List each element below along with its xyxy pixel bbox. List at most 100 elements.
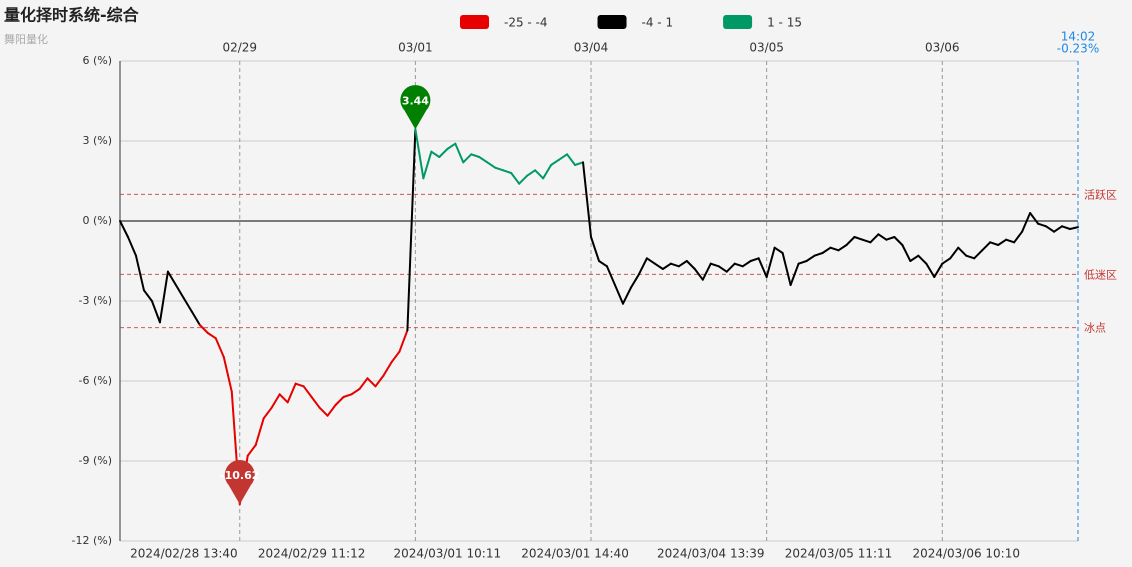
line-segment <box>350 388 361 396</box>
line-segment <box>326 404 337 417</box>
x-tick-label: 2024/03/04 13:39 <box>657 547 765 561</box>
line-segment <box>558 153 569 161</box>
line-segment <box>773 246 784 254</box>
line-segment <box>294 382 305 388</box>
line-segment <box>885 236 896 241</box>
line-segment <box>334 396 345 406</box>
line-segment <box>837 244 848 252</box>
line-segment <box>813 252 824 257</box>
line-segment <box>222 356 233 393</box>
line-segment <box>1013 230 1024 244</box>
line-segment <box>701 262 712 281</box>
line-segment <box>605 265 616 286</box>
line-segment <box>358 377 369 390</box>
line-segment <box>725 262 736 273</box>
line-segment <box>142 289 153 302</box>
line-segment <box>406 128 417 332</box>
line-segment <box>542 164 553 180</box>
line-segment <box>166 270 177 286</box>
line-segment <box>270 393 281 409</box>
line-segment <box>526 169 537 177</box>
line-segment <box>637 257 648 276</box>
line-segment <box>438 148 449 158</box>
line-segment <box>949 246 960 260</box>
y-tick-label: -9 (%) <box>79 454 113 467</box>
line-segment <box>590 236 600 262</box>
y-tick-label: 0 (%) <box>82 214 112 227</box>
line-segment <box>1029 212 1040 225</box>
line-segment <box>613 284 624 305</box>
x-tick-label: 2024/03/01 14:40 <box>521 547 629 561</box>
line-segment <box>566 153 577 166</box>
mark-pin-label: 3.44 <box>402 94 429 107</box>
line-segment <box>374 374 385 388</box>
last-time: 14:02 <box>1061 30 1096 44</box>
line-segment <box>1045 225 1056 233</box>
line-segment <box>1037 222 1048 228</box>
line-segment <box>669 262 680 268</box>
line-segment <box>933 262 944 278</box>
line-segment <box>645 257 656 265</box>
line-segment <box>214 337 225 358</box>
line-segment <box>550 158 561 166</box>
line-segment <box>877 233 888 241</box>
line-segment <box>150 300 161 324</box>
line-segment <box>318 406 329 417</box>
top-tick-label: 02/29 <box>222 41 257 55</box>
last-value: -0.23% <box>1057 42 1099 56</box>
line-segment <box>446 142 457 150</box>
line-segment <box>685 260 696 270</box>
mark-pin-label: -10.62 <box>220 469 259 482</box>
y-tick-label: 3 (%) <box>82 134 112 147</box>
line-segment <box>398 329 409 353</box>
line-segment <box>598 260 608 268</box>
x-tick-label: 2024/02/29 11:12 <box>258 547 366 561</box>
y-tick-label: -3 (%) <box>79 294 113 307</box>
line-segment <box>494 166 505 172</box>
line-segment <box>174 284 185 300</box>
line-segment <box>254 417 265 446</box>
line-segment <box>198 324 209 334</box>
line-segment <box>462 153 473 164</box>
line-segment <box>749 257 760 262</box>
line-segment <box>965 254 976 260</box>
line-segment <box>486 161 497 169</box>
y-tick-label: -12 (%) <box>72 534 113 547</box>
mark-pin <box>400 85 431 130</box>
line-segment <box>262 406 273 420</box>
line-segment <box>119 220 129 238</box>
line-segment <box>989 241 1000 246</box>
legend-swatch <box>723 15 753 29</box>
line-segment <box>869 233 880 244</box>
top-tick-label: 03/04 <box>574 41 609 55</box>
line-segment <box>382 361 393 377</box>
y-tick-label: 6 (%) <box>82 54 112 67</box>
line-segment <box>821 246 832 254</box>
line-segment <box>781 252 792 286</box>
line-segment <box>797 260 808 265</box>
line-segment <box>1061 225 1072 230</box>
line-segment <box>805 254 816 262</box>
line-segment <box>909 254 920 262</box>
top-tick-label: 03/05 <box>749 41 784 55</box>
top-tick-label: 03/06 <box>925 41 960 55</box>
line-segment <box>741 260 752 268</box>
line-segment <box>502 169 513 174</box>
mark-pin <box>224 460 255 505</box>
line-segment <box>1005 238 1016 244</box>
line-segment <box>134 254 145 292</box>
line-segment <box>709 262 720 268</box>
line-segment <box>510 172 521 185</box>
line-segment <box>861 238 872 244</box>
line-segment <box>733 262 744 268</box>
line-segment <box>454 142 465 164</box>
line-segment <box>1069 226 1079 230</box>
x-tick-label: 2024/03/06 10:10 <box>912 547 1020 561</box>
line-segment <box>534 169 545 180</box>
line-segment <box>621 286 632 305</box>
legend-swatch <box>597 15 627 29</box>
line-segment <box>653 262 664 270</box>
legend-swatch <box>460 15 489 29</box>
line-segment <box>158 270 169 324</box>
line-segment <box>286 382 297 404</box>
